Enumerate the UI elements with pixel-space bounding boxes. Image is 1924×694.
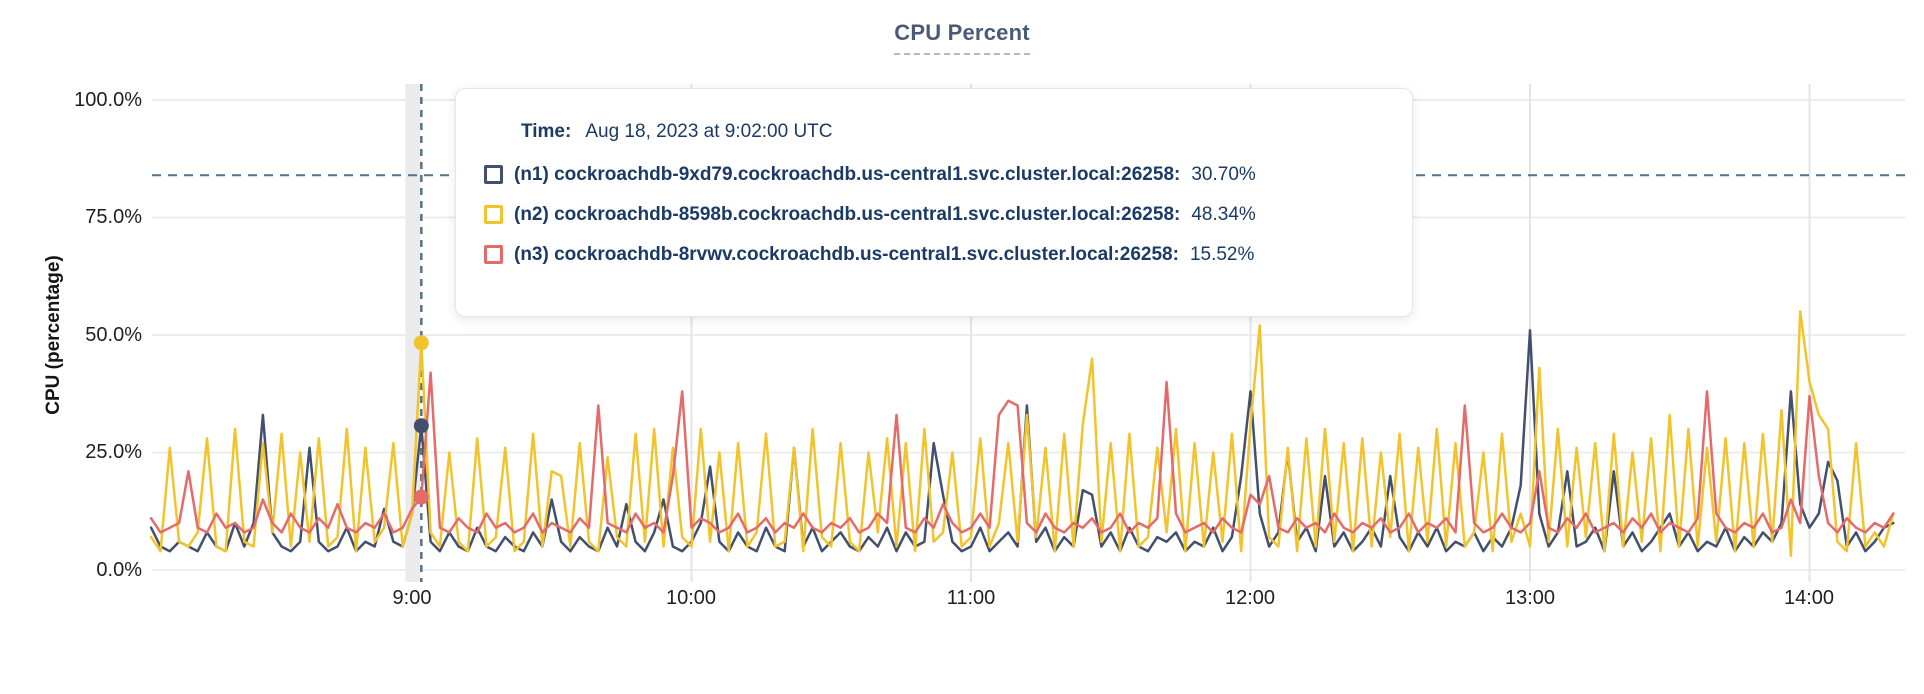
- x-tick-13: 13:00: [1504, 587, 1556, 609]
- y-tick-50: 50.0%: [85, 324, 142, 346]
- n3-color-swatch-icon: [484, 245, 503, 264]
- chart-title: CPU Percent: [0, 20, 1924, 55]
- legend-row-n2: (n2) cockroachdb-8598b.cockroachdb.us-ce…: [484, 202, 1388, 227]
- n2-color-swatch-icon: [484, 205, 503, 224]
- y-tick-25: 25.0%: [85, 441, 142, 463]
- n1-series-label: (n1) cockroachdb-9xd79.cockroachdb.us-ce…: [514, 164, 1181, 185]
- x-tick-11: 11:00: [946, 587, 996, 609]
- chart-title-text[interactable]: CPU Percent: [894, 20, 1030, 55]
- n2-series-value: 48.34%: [1191, 204, 1256, 225]
- legend-row-n1: (n1) cockroachdb-9xd79.cockroachdb.us-ce…: [484, 162, 1388, 187]
- x-tick-10: 10:00: [665, 587, 717, 609]
- y-tick-75: 75.0%: [85, 206, 142, 228]
- n3-series-label: (n3) cockroachdb-8rvwv.cockroachdb.us-ce…: [514, 244, 1179, 265]
- x-tick-12: 12:00: [1224, 587, 1276, 609]
- tooltip-time-value: Aug 18, 2023 at 9:02:00 UTC: [585, 121, 833, 142]
- n1-series-value: 30.70%: [1191, 164, 1256, 185]
- x-tick-9: 9:00: [392, 587, 432, 609]
- n3-series-value: 15.52%: [1189, 244, 1255, 265]
- x-tick-14: 14:00: [1783, 587, 1835, 609]
- tooltip-time-label: Time:: [521, 121, 572, 142]
- tooltip-time-row: Time: Aug 18, 2023 at 9:02:00 UTC: [521, 121, 1388, 143]
- n2-series-label: (n2) cockroachdb-8598b.cockroachdb.us-ce…: [514, 204, 1181, 225]
- n1-color-swatch-icon: [484, 165, 503, 184]
- y-tick-0: 0.0%: [96, 559, 142, 581]
- hover-tooltip: Time: Aug 18, 2023 at 9:02:00 UTC (n1) co…: [455, 88, 1413, 317]
- y-tick-100: 100.0%: [74, 89, 142, 111]
- legend-row-n3: (n3) cockroachdb-8rvwv.cockroachdb.us-ce…: [484, 242, 1388, 267]
